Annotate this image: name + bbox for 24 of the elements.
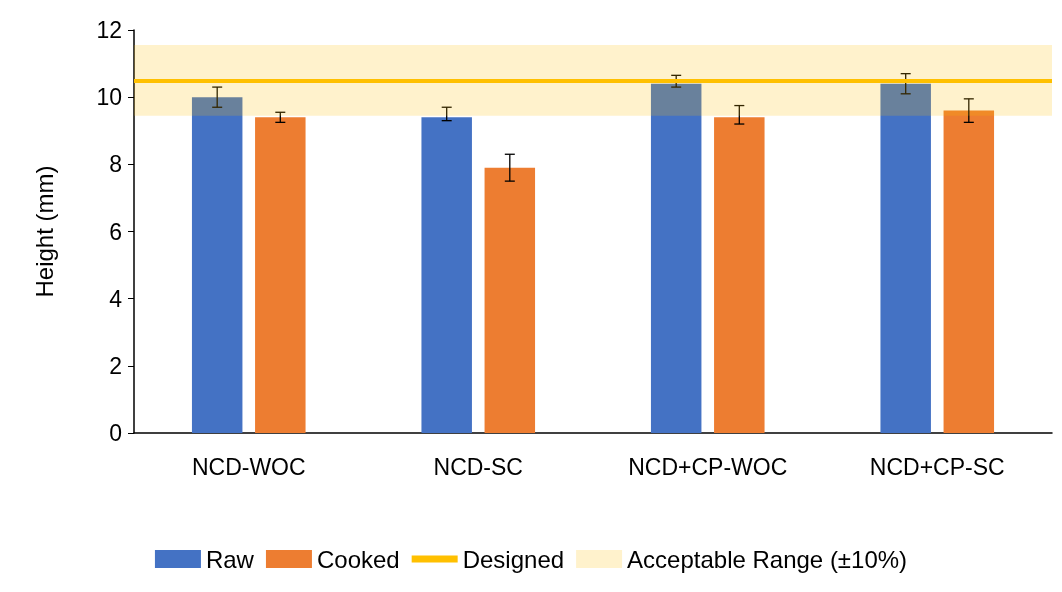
bar <box>255 117 306 433</box>
y-tick-label: 2 <box>109 352 122 379</box>
bar <box>943 110 995 433</box>
bar <box>191 97 243 433</box>
legend-label: Cooked <box>316 545 400 573</box>
legend-label: Raw <box>205 545 255 573</box>
x-tick-label: NCD+CP-SC <box>869 453 1005 480</box>
bar <box>714 117 765 433</box>
y-tick-label: 12 <box>96 17 122 43</box>
x-tick-label: NCD-SC <box>433 453 523 480</box>
x-tick-label: NCD-WOC <box>191 453 306 480</box>
y-tick-label: 4 <box>109 285 123 312</box>
bar <box>484 167 536 433</box>
y-tick-label: 10 <box>96 84 122 111</box>
bar <box>880 83 931 433</box>
legend-label: Acceptable Range (±10%) <box>627 545 908 573</box>
y-tick-label: 6 <box>109 218 122 245</box>
bar <box>421 117 472 433</box>
y-tick-label: 8 <box>109 151 122 178</box>
y-axis-title: Height (mm) <box>30 165 58 298</box>
legend-label: Designed <box>462 545 565 573</box>
bar <box>650 83 702 433</box>
y-tick-label: 0 <box>109 420 122 446</box>
x-tick-label: NCD+CP-WOC <box>628 453 788 480</box>
